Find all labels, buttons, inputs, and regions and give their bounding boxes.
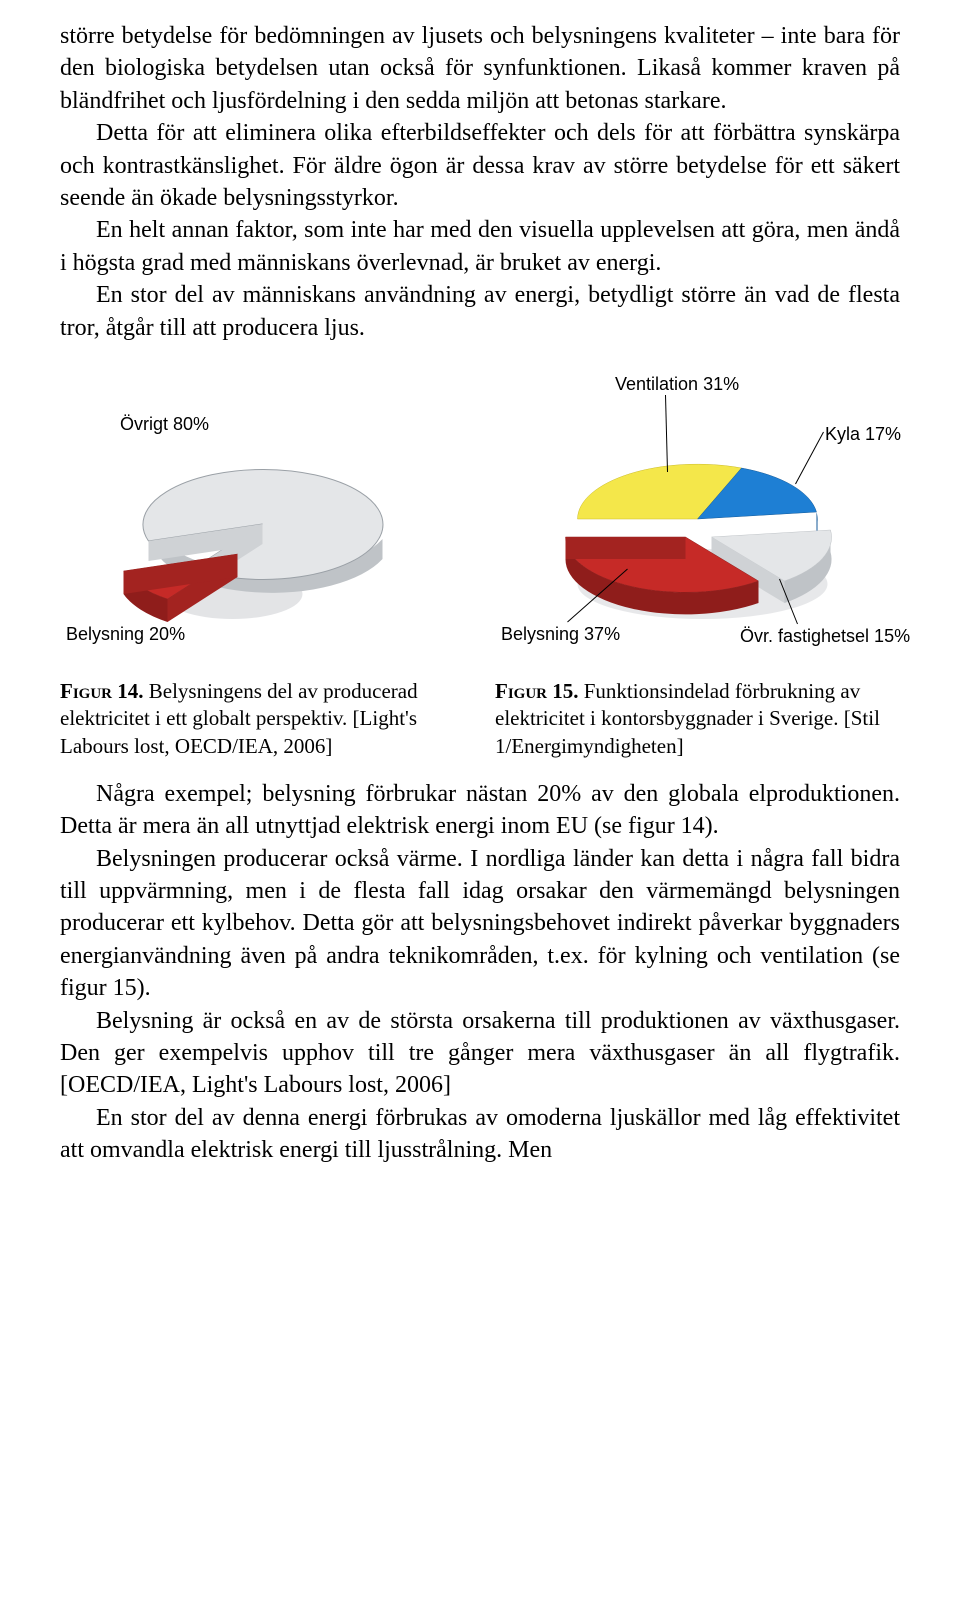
para-2: Detta för att eliminera olika efterbilds… [60,117,900,214]
slice-label-belysning: Belysning 20% [66,624,185,645]
slice-label-belysning2: Belysning 37% [501,624,620,645]
slice-label-ovrfast: Övr. fastighetsel 15% [740,626,910,647]
para-5: Några exempel; belysning förbrukar nästa… [60,778,900,843]
pie-chart-15: Ventilation 31% Kyla 17% Övr. fastighets… [495,374,900,674]
para-1: större betydelse för bedömningen av ljus… [60,20,900,117]
caption-14-label: Figur 14. [60,679,144,703]
para-7: Belysning är också en av de största orsa… [60,1005,900,1102]
slice-label-ovrigt: Övrigt 80% [120,414,209,435]
caption-15: Figur 15. Funktionsindelad förbruk­ning … [495,678,900,760]
figure-14: Övrigt 80% Belysning 20% [60,374,465,760]
caption-15-label: Figur 15. [495,679,579,703]
para-3: En helt annan faktor, som inte har med d… [60,214,900,279]
para-8: En stor del av denna energi förbrukas av… [60,1102,900,1167]
body-text-bottom: Några exempel; belysning förbrukar nästa… [60,778,900,1167]
caption-14: Figur 14. Belysningens del av producerad… [60,678,465,760]
figures-row: Övrigt 80% Belysning 20% [60,374,900,760]
slice-label-ventilation: Ventilation 31% [615,374,739,395]
figure-15: Ventilation 31% Kyla 17% Övr. fastighets… [495,374,900,760]
para-4: En stor del av människans användning av … [60,279,900,344]
pie-chart-14: Övrigt 80% Belysning 20% [60,374,465,674]
slice-label-kyla: Kyla 17% [825,424,901,445]
para-6: Belysningen producerar också värme. I no… [60,843,900,1005]
body-text-top: större betydelse för bedömningen av ljus… [60,20,900,344]
